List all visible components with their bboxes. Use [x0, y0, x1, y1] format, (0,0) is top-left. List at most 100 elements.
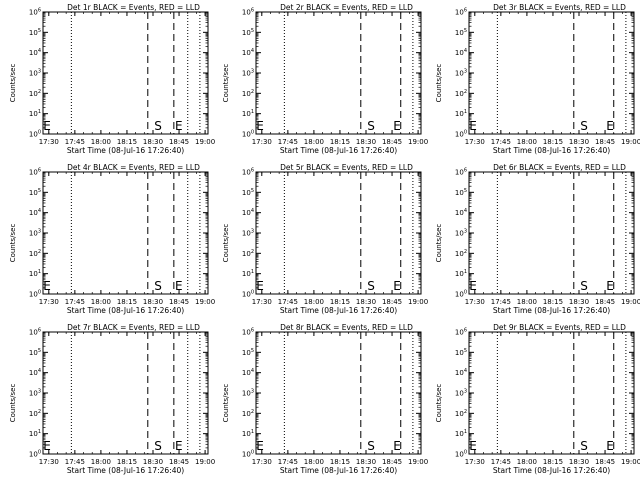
y-tick-label: 100 — [242, 130, 254, 139]
y-tick-label: 105 — [242, 188, 254, 197]
y-tick-label: 101 — [455, 429, 467, 438]
y-tick-label: 103 — [29, 389, 41, 398]
x-tick-label: 18:45 — [595, 458, 615, 466]
y-axis-label: Counts/sec — [222, 384, 230, 423]
y-tick-label: 100 — [29, 450, 41, 459]
x-tick-label: 18:00 — [517, 298, 537, 306]
y-tick-label: 100 — [455, 290, 467, 299]
y-tick-label: 104 — [29, 208, 41, 217]
y-axis-label: Counts/sec — [222, 64, 230, 103]
x-tick-label: 19:00 — [621, 458, 640, 466]
y-tick-label: 104 — [242, 48, 254, 57]
x-tick-label: 18:30 — [143, 298, 163, 306]
x-tick-label: 18:00 — [304, 458, 324, 466]
y-tick-label: 100 — [242, 290, 254, 299]
y-tick-label: 103 — [242, 389, 254, 398]
chart-title: Det 6r BLACK = Events, RED = LLD — [493, 163, 626, 172]
x-tick-label: 17:45 — [65, 298, 85, 306]
y-axis-label: Counts/sec — [9, 64, 17, 103]
plot-frame — [468, 11, 635, 135]
y-tick-label: 103 — [455, 229, 467, 238]
y-tick-label: 100 — [29, 130, 41, 139]
x-tick-label: 18:00 — [304, 298, 324, 306]
y-tick-label: 102 — [455, 409, 467, 418]
x-tick-label: 19:00 — [621, 298, 640, 306]
y-tick-label: 103 — [455, 69, 467, 78]
x-tick-label: 17:45 — [278, 298, 298, 306]
y-axis-label: Counts/sec — [222, 224, 230, 263]
y-tick-label: 105 — [455, 28, 467, 37]
y-tick-label: 102 — [455, 89, 467, 98]
y-tick-label: 102 — [29, 89, 41, 98]
x-tick-label: 17:30 — [252, 138, 272, 146]
y-tick-label: 100 — [455, 130, 467, 139]
y-tick-label: 106 — [29, 328, 41, 337]
y-tick-label: 101 — [29, 109, 41, 118]
x-tick-label: 17:45 — [491, 298, 511, 306]
x-tick-label: 17:30 — [465, 298, 485, 306]
x-tick-label: 18:45 — [169, 458, 189, 466]
chart-title: Det 7r BLACK = Events, RED = LLD — [67, 323, 200, 332]
y-tick-label: 105 — [242, 28, 254, 37]
y-tick-label: 101 — [455, 109, 467, 118]
x-tick-label: 18:45 — [595, 138, 615, 146]
interval-marker-label: E — [469, 439, 477, 453]
interval-marker-label: E — [175, 279, 183, 293]
chart-title: Det 9r BLACK = Events, RED = LLD — [493, 323, 626, 332]
x-tick-label: 18:45 — [595, 298, 615, 306]
chart-title: Det 5r BLACK = Events, RED = LLD — [280, 163, 413, 172]
interval-marker-label: E — [393, 279, 401, 293]
y-tick-label: 102 — [242, 249, 254, 258]
y-tick-label: 102 — [29, 409, 41, 418]
y-tick-label: 105 — [29, 28, 41, 37]
y-tick-label: 102 — [242, 89, 254, 98]
interval-marker-label: S — [367, 439, 375, 453]
y-tick-label: 102 — [242, 409, 254, 418]
interval-marker-label: E — [43, 279, 51, 293]
y-tick-label: 104 — [29, 48, 41, 57]
x-tick-label: 18:15 — [117, 458, 137, 466]
interval-marker-label: S — [154, 439, 162, 453]
interval-marker-label: E — [43, 439, 51, 453]
y-axis-label: Counts/sec — [9, 384, 17, 423]
plot-frame — [42, 331, 209, 455]
chart-panel-6: Det 6r BLACK = Events, RED = LLD 100 101 10… — [435, 163, 640, 315]
y-tick-label: 100 — [455, 450, 467, 459]
y-tick-label: 100 — [29, 290, 41, 299]
x-axis-label: Start Time (08-Jul-16 17:26:40) — [67, 306, 184, 315]
y-tick-label: 106 — [242, 8, 254, 17]
y-axis-label: Counts/sec — [9, 224, 17, 263]
interval-marker-label: E — [469, 279, 477, 293]
x-tick-label: 17:30 — [39, 138, 59, 146]
x-tick-label: 17:30 — [39, 298, 59, 306]
x-tick-label: 18:00 — [304, 138, 324, 146]
y-tick-label: 103 — [242, 229, 254, 238]
x-axis-label: Start Time (08-Jul-16 17:26:40) — [67, 466, 184, 475]
interval-marker-label: E — [43, 119, 51, 133]
x-tick-label: 19:00 — [195, 458, 215, 466]
x-tick-label: 18:00 — [517, 138, 537, 146]
interval-marker-label: E — [175, 439, 183, 453]
x-tick-label: 17:30 — [465, 138, 485, 146]
x-tick-label: 18:15 — [330, 298, 350, 306]
y-tick-label: 102 — [455, 249, 467, 258]
y-tick-label: 106 — [455, 8, 467, 17]
plot-frame — [42, 171, 209, 295]
chart-title: Det 8r BLACK = Events, RED = LLD — [280, 323, 413, 332]
x-tick-label: 18:30 — [356, 138, 376, 146]
y-tick-label: 105 — [455, 188, 467, 197]
chart-panel-1: Det 1r BLACK = Events, RED = LLD 100 101 10… — [9, 3, 215, 155]
y-tick-label: 101 — [242, 429, 254, 438]
interval-marker-label: S — [580, 279, 588, 293]
chart-panel-8: Det 8r BLACK = Events, RED = LLD 100 101 10… — [222, 323, 428, 475]
x-tick-label: 18:00 — [91, 458, 111, 466]
chart-panel-9: Det 9r BLACK = Events, RED = LLD 100 101 10… — [435, 323, 640, 475]
y-tick-label: 105 — [29, 188, 41, 197]
plot-frame — [468, 331, 635, 455]
y-tick-label: 105 — [455, 348, 467, 357]
interval-marker-label: S — [154, 279, 162, 293]
x-tick-label: 18:00 — [91, 298, 111, 306]
interval-marker-label: S — [580, 439, 588, 453]
y-tick-label: 104 — [29, 368, 41, 377]
